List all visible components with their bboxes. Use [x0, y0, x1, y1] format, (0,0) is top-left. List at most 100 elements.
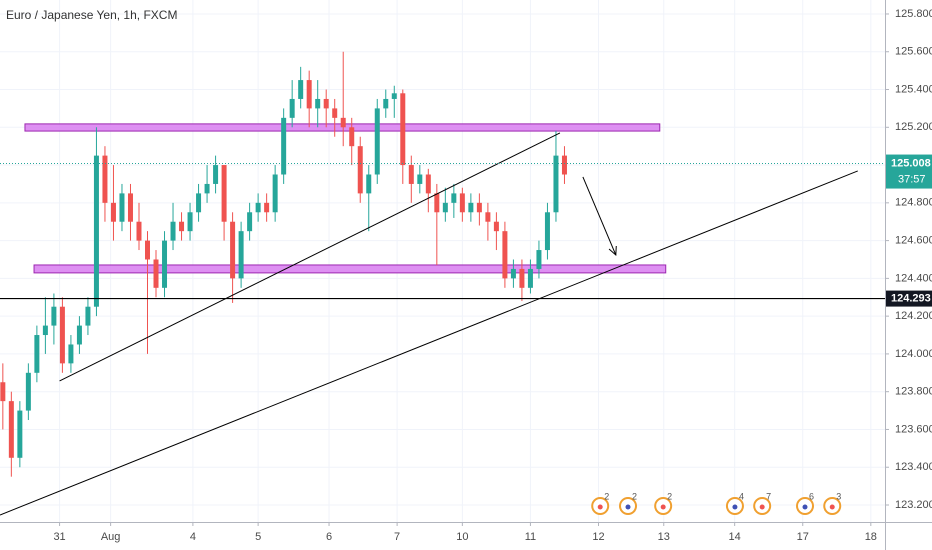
x-tick-label: 4: [190, 531, 196, 543]
candle-body: [8, 401, 14, 458]
y-tick-label: 123.800: [895, 386, 932, 398]
y-tick-label: 124.800: [895, 197, 932, 209]
event-dot: [597, 504, 603, 510]
event-dot: [829, 504, 835, 510]
candle-body: [264, 202, 270, 213]
candle-body: [374, 108, 380, 175]
candle-body: [340, 117, 346, 128]
candle-body: [502, 231, 508, 279]
candle-body: [383, 98, 389, 109]
candle-body: [187, 212, 193, 232]
candle-body: [85, 306, 91, 326]
candle-body: [17, 410, 23, 458]
candle-body: [42, 325, 48, 336]
event-count: 3: [836, 491, 841, 501]
candle-body: [76, 325, 82, 345]
x-tick-label: 12: [592, 531, 604, 543]
candle-body: [59, 306, 65, 364]
candle-body: [289, 98, 295, 118]
event-dot: [625, 504, 631, 510]
y-tick-label: 123.200: [895, 499, 932, 511]
x-tick-label: 5: [255, 531, 261, 543]
candle-body: [434, 193, 440, 213]
candle-body: [136, 221, 142, 241]
trend-line: [59, 132, 561, 382]
candle-body: [306, 80, 312, 109]
event-dot: [660, 504, 666, 510]
candle-body: [425, 174, 431, 194]
price-line-badge: [886, 290, 932, 307]
candle-body: [221, 165, 227, 222]
candle-body: [51, 306, 57, 326]
x-tick-label: 7: [394, 531, 400, 543]
candle-body: [25, 372, 31, 411]
chart-title: Euro / Japanese Yen, 1h, FXCM: [6, 8, 177, 22]
countdown-label: 37:57: [898, 173, 926, 185]
candle-body: [153, 259, 159, 288]
x-tick-label: 11: [525, 531, 536, 543]
candle-body: [451, 193, 457, 203]
marks: 2 2 2 4 7 6 3: [0, 51, 885, 516]
candle-body: [119, 193, 125, 222]
candle-body: [281, 117, 287, 175]
candle-body: [510, 268, 516, 279]
candle-body: [323, 98, 329, 109]
x-tick-label: 10: [456, 531, 468, 543]
y-tick-label: 125.600: [895, 46, 932, 58]
candle-body: [315, 98, 321, 109]
event-count: 7: [766, 491, 771, 501]
candle-body: [553, 155, 559, 213]
candle-body: [417, 174, 423, 184]
candle-body: [110, 202, 116, 222]
y-tick-label: 124.400: [895, 272, 932, 284]
price-line-label: 124.293: [891, 292, 931, 304]
event-dot: [759, 504, 765, 510]
candle-body: [357, 146, 363, 194]
y-tick-label: 124.600: [895, 235, 932, 247]
candle-body: [204, 183, 210, 194]
candle-body: [145, 240, 150, 260]
y-tick-label: 125.800: [895, 8, 932, 20]
candle-body: [34, 335, 40, 373]
candle-body: [332, 108, 338, 118]
candle-body: [366, 174, 372, 194]
candle-body: [68, 344, 74, 364]
candle-body: [485, 212, 491, 222]
candle-body: [298, 80, 304, 99]
candle-body: [493, 221, 499, 232]
candle-body: [102, 155, 108, 203]
x-tick-label: 17: [797, 531, 809, 543]
arrow-head: [608, 245, 617, 257]
zone: [33, 264, 667, 274]
candle-body: [255, 202, 261, 213]
candle-body: [400, 93, 406, 166]
event-count: 6: [809, 491, 814, 501]
candle-body: [527, 268, 533, 288]
x-tick-label: 14: [729, 531, 741, 543]
last-price-badge: [886, 154, 932, 189]
x-tick-label: 13: [658, 531, 670, 543]
event-count: 4: [739, 491, 744, 501]
candle-body: [170, 221, 176, 241]
candle-body: [561, 155, 567, 175]
event-count: 2: [632, 491, 637, 501]
candle-body: [519, 268, 525, 288]
candle-body: [93, 155, 99, 307]
candle-body: [179, 221, 185, 232]
candle-body: [408, 165, 414, 184]
axes: 125.800125.600125.400125.200125.000124.8…: [53, 8, 932, 543]
candle-body: [162, 240, 168, 288]
event-count: 2: [667, 491, 672, 501]
candle-body: [127, 193, 133, 222]
candle-body: [247, 212, 253, 232]
event-dot: [732, 504, 738, 510]
event-count: 2: [604, 491, 609, 501]
candle-body: [349, 127, 355, 147]
x-tick-label: 31: [53, 531, 65, 543]
candle-body: [544, 212, 550, 251]
candle-body: [468, 202, 474, 213]
candle-body: [536, 250, 542, 269]
y-tick-label: 124.200: [895, 310, 932, 322]
arrow: [582, 176, 617, 256]
